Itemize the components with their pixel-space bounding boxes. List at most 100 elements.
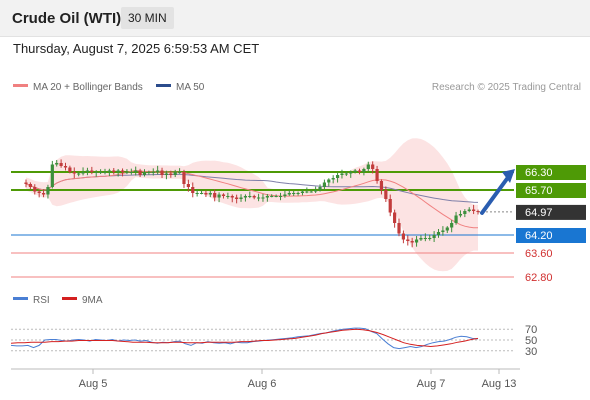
candle-body bbox=[107, 170, 111, 172]
candle-body bbox=[419, 238, 423, 240]
candle-body bbox=[410, 241, 414, 243]
candle-body bbox=[335, 175, 340, 178]
candle-body bbox=[213, 193, 217, 198]
ma50-legend-label: MA 50 bbox=[176, 82, 205, 93]
candle-body bbox=[55, 163, 59, 165]
x-axis: Aug 5 Aug 6 Aug 7 Aug 13 bbox=[79, 369, 516, 390]
candle-body bbox=[450, 223, 454, 228]
rsi-swatch bbox=[13, 297, 28, 300]
timeframe-button[interactable]: 30 MIN bbox=[121, 7, 174, 29]
candle-body bbox=[283, 194, 287, 196]
rsi-lines bbox=[10, 327, 479, 350]
level-label-64-97: 64.97 bbox=[525, 207, 553, 219]
candle-body bbox=[81, 172, 85, 174]
rsi-legend-label: RSI bbox=[33, 295, 50, 306]
candle-body bbox=[208, 193, 212, 195]
candle-body bbox=[270, 196, 274, 197]
projection-arrow bbox=[480, 174, 511, 215]
candle-body bbox=[463, 211, 467, 214]
x-label-2: Aug 7 bbox=[417, 378, 446, 390]
moving-averages bbox=[25, 169, 479, 229]
candle-body bbox=[314, 190, 318, 192]
candle-body bbox=[94, 172, 98, 173]
rsi-ma-swatch bbox=[62, 297, 77, 300]
candle-body bbox=[414, 239, 419, 243]
candle-body bbox=[362, 169, 366, 172]
level-label-64-20: 64.20 bbox=[525, 230, 553, 242]
candle-body bbox=[182, 172, 186, 184]
level-label-bg bbox=[516, 204, 586, 220]
candle-body bbox=[217, 194, 221, 198]
candle-body bbox=[169, 173, 173, 175]
candle-body bbox=[322, 182, 327, 187]
candle-body bbox=[164, 173, 169, 175]
candle-body bbox=[221, 194, 226, 196]
candle-body bbox=[68, 167, 72, 172]
candle-body bbox=[239, 197, 243, 199]
timestamp: Thursday, August 7, 2025 6:59:53 AM CET bbox=[13, 41, 260, 56]
candle-body bbox=[116, 170, 120, 172]
candle-body bbox=[357, 170, 362, 172]
candle-body bbox=[199, 193, 204, 194]
candle-body bbox=[134, 170, 138, 172]
candle-body bbox=[467, 209, 471, 211]
candle-body bbox=[28, 184, 32, 187]
candle-body bbox=[366, 164, 370, 169]
candle-body bbox=[173, 172, 177, 175]
candle-body bbox=[142, 172, 147, 175]
candle-body bbox=[428, 238, 432, 239]
candle-body bbox=[309, 191, 313, 193]
candle-body bbox=[353, 170, 357, 172]
bollinger-band bbox=[26, 138, 478, 272]
candle-body bbox=[63, 166, 68, 168]
candle-body bbox=[476, 211, 480, 212]
candle-body bbox=[458, 214, 463, 216]
candle-body bbox=[186, 184, 190, 187]
candle-body bbox=[423, 238, 427, 239]
research-credit: Research © 2025 Trading Central bbox=[432, 82, 581, 93]
candle-body bbox=[327, 179, 331, 183]
candle-body bbox=[401, 233, 405, 240]
candle-body bbox=[278, 196, 283, 197]
candle-body bbox=[406, 239, 410, 241]
x-label-0: Aug 5 bbox=[79, 378, 108, 390]
candle-body bbox=[274, 196, 278, 197]
candle-body bbox=[147, 172, 151, 173]
ma20-legend-label: MA 20 + Bollinger Bands bbox=[33, 82, 143, 93]
chart-legend: MA 20 + Bollinger Bands MA 50 Research ©… bbox=[13, 82, 581, 93]
candle-body bbox=[230, 196, 234, 198]
candle-body bbox=[177, 172, 182, 173]
candle-body bbox=[160, 170, 164, 175]
candle-body bbox=[256, 197, 261, 199]
rsi-tick-50: 50 bbox=[525, 335, 537, 347]
candle-body bbox=[331, 178, 335, 180]
candle-body bbox=[371, 164, 375, 169]
candle-body bbox=[41, 193, 46, 195]
candle-body bbox=[90, 170, 94, 172]
rsi-legend: RSI 9MA bbox=[13, 295, 103, 306]
level-label-bg bbox=[516, 165, 586, 180]
candle-body bbox=[393, 212, 397, 223]
projection-arrow-head bbox=[502, 169, 515, 183]
candle-body bbox=[305, 191, 309, 193]
candle-body bbox=[375, 169, 379, 181]
projection bbox=[480, 169, 515, 215]
candle-body bbox=[384, 190, 388, 199]
candle-body bbox=[388, 199, 392, 213]
candle-body bbox=[340, 173, 344, 175]
chart-header: Crude Oil (WTI) 30 MIN bbox=[0, 0, 590, 37]
candle-body bbox=[300, 191, 305, 193]
level-label-65-70: 65.70 bbox=[525, 185, 553, 197]
candle-body bbox=[59, 163, 63, 166]
rsi-ma-legend-label: 9MA bbox=[82, 295, 103, 306]
level-label-bg bbox=[516, 228, 586, 243]
candle-body bbox=[191, 187, 195, 193]
ma50-swatch bbox=[156, 84, 171, 87]
candle-body bbox=[252, 196, 256, 198]
candle-body bbox=[125, 172, 129, 173]
candle-body bbox=[204, 193, 208, 195]
candle-body bbox=[235, 197, 239, 199]
candle-body bbox=[436, 232, 441, 235]
candle-body bbox=[120, 170, 125, 172]
